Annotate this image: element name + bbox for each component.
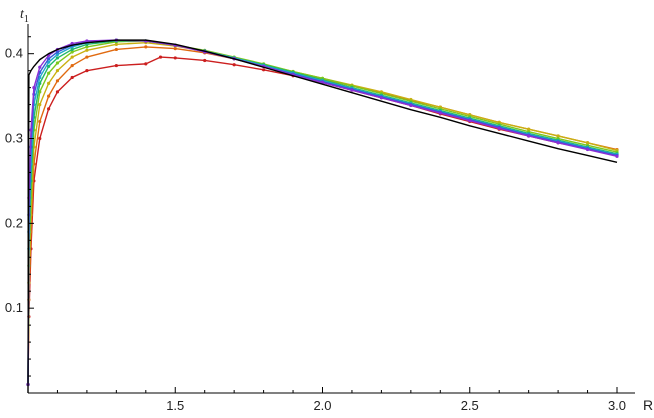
series-8	[27, 39, 618, 394]
series-line	[27, 56, 618, 385]
data-point	[158, 55, 163, 59]
y-tick-label: 0.1	[5, 300, 23, 315]
data-point	[38, 136, 42, 141]
data-point	[38, 102, 42, 107]
data-point	[85, 55, 89, 59]
x-axis-title: R	[643, 397, 653, 413]
data-point	[203, 58, 207, 63]
y-tick-label: 0.4	[5, 46, 23, 61]
data-point	[585, 141, 590, 145]
data-point	[55, 52, 60, 57]
data-point	[47, 60, 51, 64]
series-6	[26, 38, 619, 387]
data-point	[468, 119, 472, 123]
data-point	[55, 61, 60, 65]
data-point	[350, 88, 354, 92]
data-point	[409, 103, 413, 108]
series-line	[27, 39, 618, 385]
data-point	[527, 134, 531, 138]
data-point	[232, 63, 236, 67]
series-line	[27, 39, 618, 385]
data-point	[55, 79, 60, 83]
data-point	[55, 50, 60, 54]
data-point	[173, 56, 177, 60]
data-point	[114, 47, 118, 52]
series-line	[27, 39, 618, 394]
data-point	[47, 71, 51, 75]
y-axis-title-subscript: 1	[24, 14, 29, 25]
data-point	[70, 55, 74, 59]
series-4	[26, 39, 619, 387]
series-5	[26, 38, 619, 387]
data-point	[32, 86, 36, 90]
data-point	[38, 119, 42, 124]
x-tick-label: 2.5	[461, 398, 479, 413]
data-point	[144, 62, 148, 66]
data-point	[173, 47, 177, 51]
data-point	[85, 45, 89, 49]
data-point	[114, 63, 118, 68]
data-point	[70, 50, 74, 54]
data-point	[497, 126, 501, 130]
data-point	[114, 42, 118, 46]
data-point	[438, 111, 442, 115]
data-point	[144, 45, 148, 49]
series-line	[27, 39, 618, 385]
series-1	[26, 45, 619, 387]
data-point	[585, 147, 590, 152]
data-point	[556, 141, 560, 145]
series-2	[26, 41, 619, 387]
series-line	[27, 40, 618, 385]
data-point	[29, 128, 33, 132]
data-point	[70, 41, 74, 46]
data-point	[55, 69, 60, 73]
data-point	[38, 65, 42, 69]
y-axis-title: t1	[20, 7, 29, 25]
data-point	[70, 47, 74, 52]
axes: 1.5 2.0 2.5 3.0 0.1 0.2 0.3 0.4 R t1	[5, 7, 653, 413]
data-point	[47, 81, 51, 85]
series-line	[27, 41, 618, 385]
data-point	[379, 96, 383, 100]
data-point	[47, 107, 51, 111]
x-ticks: 1.5 2.0 2.5 3.0	[56, 387, 626, 413]
data-point	[47, 94, 51, 98]
data-point	[70, 75, 74, 80]
data-point	[85, 39, 89, 43]
series-line	[27, 46, 618, 385]
data-point	[70, 63, 74, 68]
data-point	[262, 68, 266, 72]
y-axis-title-main: t	[20, 7, 25, 22]
y-tick-label: 0.2	[5, 215, 23, 230]
data-point	[55, 56, 60, 60]
data-point	[85, 48, 89, 52]
data-point	[85, 69, 89, 73]
series-layer	[26, 38, 619, 394]
data-point	[47, 57, 51, 61]
series-line	[27, 40, 618, 385]
y-ticks: 0.1 0.2 0.3 0.4	[5, 36, 34, 377]
x-tick-label: 2.0	[313, 398, 331, 413]
x-tick-label: 1.5	[166, 398, 184, 413]
data-point	[615, 154, 619, 158]
y-tick-label: 0.3	[5, 131, 23, 146]
x-tick-label: 3.0	[608, 398, 626, 413]
series-7	[26, 38, 619, 387]
series-3	[26, 39, 619, 387]
series-0	[26, 55, 619, 387]
data-point	[556, 134, 560, 138]
data-point	[47, 64, 51, 69]
data-point	[527, 127, 531, 131]
data-point	[55, 90, 60, 94]
